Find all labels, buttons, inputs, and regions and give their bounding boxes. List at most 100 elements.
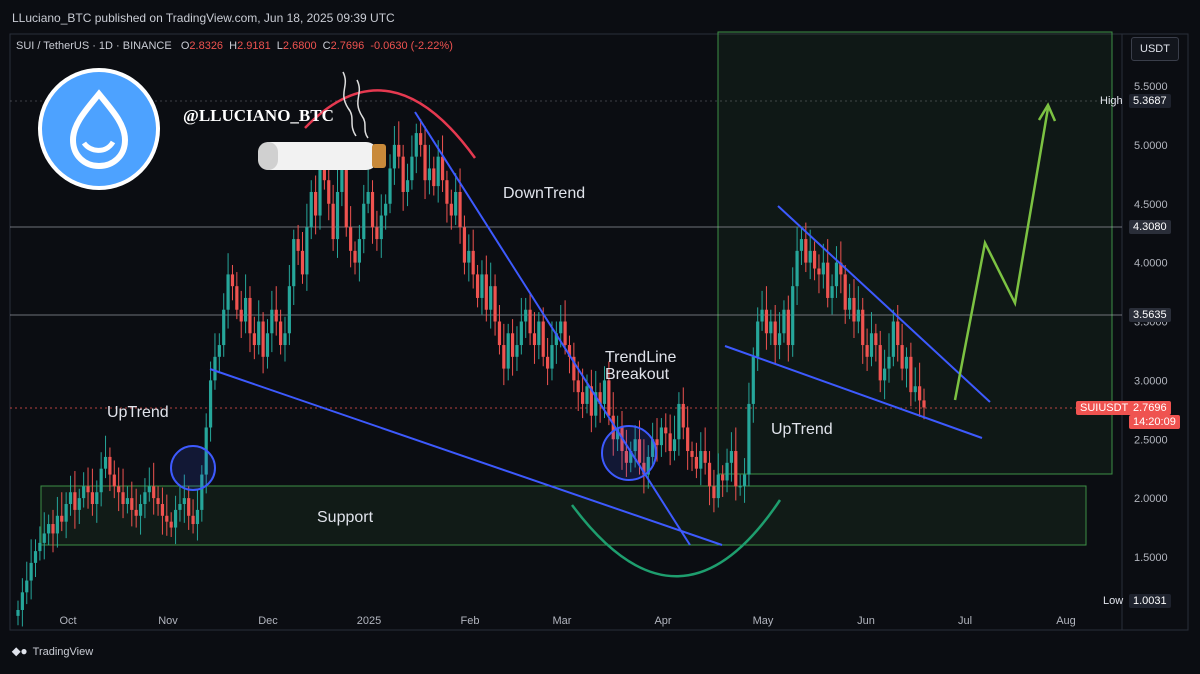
candle-body <box>187 498 191 516</box>
candle-body <box>764 309 769 334</box>
candle-body <box>497 321 502 346</box>
candle-body <box>589 386 593 416</box>
candle-body <box>607 380 611 416</box>
y-tick-label: 4.0000 <box>1134 258 1168 270</box>
candlestick-series <box>16 118 926 627</box>
candle-body <box>510 333 515 357</box>
x-tick-label: Jun <box>857 615 875 627</box>
price-scale[interactable] <box>1121 33 1189 631</box>
candle-body <box>375 227 379 240</box>
candle-body <box>462 227 467 263</box>
candle-body <box>576 380 580 393</box>
candle-body <box>379 215 383 240</box>
candle-body <box>528 309 532 334</box>
candle-body <box>550 345 554 369</box>
x-tick-label: Jul <box>958 615 972 627</box>
downtrend-label: DownTrend <box>503 185 585 202</box>
candle-body <box>287 286 291 334</box>
y-tick-label: 1.5000 <box>1134 552 1168 564</box>
breakout-circle-mid <box>601 425 657 481</box>
candle-body <box>786 309 790 346</box>
candle-body <box>29 562 33 581</box>
candle-body <box>432 168 436 187</box>
bottom-arc <box>570 499 782 578</box>
candle-body <box>489 286 493 310</box>
candle-body <box>370 191 375 228</box>
downtrend-line <box>414 111 691 546</box>
currency-button[interactable]: USDT <box>1131 37 1179 61</box>
candle-body <box>357 239 361 263</box>
candle-body <box>471 250 475 275</box>
symbol-name[interactable]: SUI / TetherUS · 1D · BINANCE <box>16 40 172 52</box>
candle-body <box>217 345 221 357</box>
x-tick-label: Aug <box>1056 615 1076 627</box>
candle-body <box>519 321 523 346</box>
footer-brand[interactable]: TradingView <box>32 645 94 658</box>
candle-body <box>738 486 742 488</box>
candle-body <box>524 309 528 322</box>
candle-body <box>414 133 418 157</box>
candle-body <box>152 486 156 499</box>
candle-body <box>305 227 309 275</box>
low-tag-value: 1.0031 <box>1129 594 1171 608</box>
candle-body <box>791 286 795 346</box>
level-upper-tag: 4.3080 <box>1129 220 1171 234</box>
candle-body <box>602 380 607 404</box>
low-value: 2.6800 <box>282 40 317 52</box>
candle-body <box>852 297 856 322</box>
candle-body <box>252 333 256 346</box>
candle-body <box>900 345 904 369</box>
candle-body <box>918 386 922 401</box>
candle-body <box>73 492 77 510</box>
candle-body <box>616 427 620 440</box>
candle-body <box>664 427 668 434</box>
candle-body <box>314 191 318 216</box>
candle-body <box>567 345 572 357</box>
candle-body <box>760 309 764 322</box>
cigarette-doodle <box>258 71 386 170</box>
candle-body <box>887 356 891 369</box>
candle-body <box>222 309 226 346</box>
publisher-text: LLuciano_BTC published on TradingView.co… <box>12 11 395 25</box>
candle-body <box>847 297 852 310</box>
y-tick-label: 5.5000 <box>1134 81 1168 93</box>
candle-body <box>651 439 655 457</box>
candle-body <box>243 297 248 322</box>
candle-body <box>734 451 738 487</box>
high-tag-label: High <box>1100 95 1123 107</box>
candle-body <box>874 333 878 346</box>
candle-body <box>230 274 235 287</box>
candle-body <box>563 321 567 346</box>
candle-body <box>121 492 125 505</box>
candle-body <box>423 144 427 181</box>
candle-body <box>904 356 909 369</box>
candle-body <box>445 180 449 204</box>
candle-body <box>165 515 169 522</box>
breakout-label-line2: Breakout <box>605 366 670 383</box>
candle-body <box>856 309 860 322</box>
candle-body <box>309 191 313 228</box>
candle-body <box>147 486 151 493</box>
candle-body <box>795 250 799 287</box>
candle-body <box>182 498 186 505</box>
candle-body <box>318 168 322 216</box>
candle-body <box>60 515 64 522</box>
candle-body <box>878 345 882 381</box>
candle-body <box>843 274 847 310</box>
candle-body <box>699 451 703 469</box>
x-tick-label: Dec <box>258 615 278 627</box>
footer: ⬥● TradingView <box>12 644 93 659</box>
candle-body <box>99 468 103 493</box>
candle-body <box>502 345 506 369</box>
candle-body <box>799 239 804 251</box>
candle-body <box>173 509 178 528</box>
uptrend-label-left: UpTrend <box>107 404 169 421</box>
candle-body <box>480 274 484 298</box>
candle-body <box>909 356 913 393</box>
level-mid-tag: 3.5635 <box>1129 308 1171 322</box>
candle-body <box>777 333 782 346</box>
candle-body <box>82 486 86 499</box>
candle-body <box>581 392 585 404</box>
candle-body <box>384 203 388 216</box>
